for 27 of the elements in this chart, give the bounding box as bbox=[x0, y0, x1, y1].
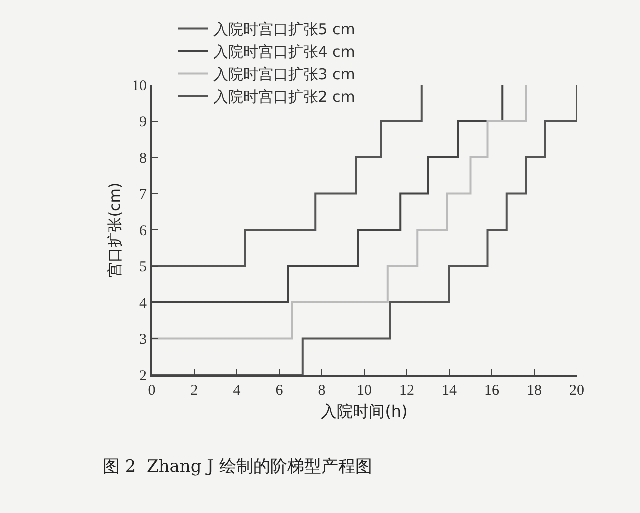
y-tick-label: 9 bbox=[140, 114, 147, 130]
x-tick-label: 16 bbox=[484, 383, 500, 399]
x-axis-title: 入院时间(h) bbox=[321, 402, 408, 422]
x-tick-label: 20 bbox=[570, 383, 584, 399]
x-tick-label: 10 bbox=[357, 383, 372, 399]
x-tick-label: 0 bbox=[148, 383, 156, 399]
x-tick-label: 6 bbox=[276, 383, 284, 399]
y-axis-title: 宫口扩张(cm) bbox=[106, 182, 124, 278]
y-tick-label: 7 bbox=[140, 187, 148, 203]
y-tick-label: 5 bbox=[140, 260, 147, 276]
y-tick-label: 2 bbox=[140, 368, 147, 384]
y-tick-label: 3 bbox=[140, 332, 147, 348]
x-tick-label: 14 bbox=[442, 383, 458, 399]
x-tick-label: 4 bbox=[233, 383, 242, 399]
legend-label: 入院时宫口扩张4 cm bbox=[213, 43, 356, 62]
x-tick-label: 18 bbox=[527, 383, 542, 399]
legend-label: 入院时宫口扩张2 cm bbox=[213, 88, 356, 106]
x-tick-label: 8 bbox=[318, 383, 326, 399]
legend-label: 入院时宫口扩张5 cm bbox=[213, 20, 356, 39]
y-tick-label: 6 bbox=[140, 223, 148, 240]
x-tick-label: 12 bbox=[400, 383, 414, 399]
y-tick-label: 4 bbox=[140, 296, 148, 312]
y-tick-label: 10 bbox=[132, 78, 147, 94]
y-tick-label: 8 bbox=[140, 150, 147, 167]
legend-label: 入院时宫口扩张3 cm bbox=[213, 66, 356, 84]
caption: 图 2 Zhang J 绘制的阶梯型产程图 bbox=[103, 457, 372, 477]
x-tick-label: 2 bbox=[190, 383, 198, 399]
